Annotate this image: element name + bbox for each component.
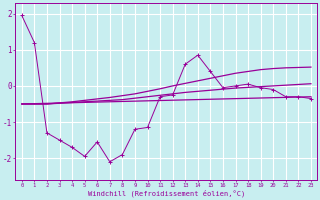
X-axis label: Windchill (Refroidissement éolien,°C): Windchill (Refroidissement éolien,°C) [88, 190, 245, 197]
